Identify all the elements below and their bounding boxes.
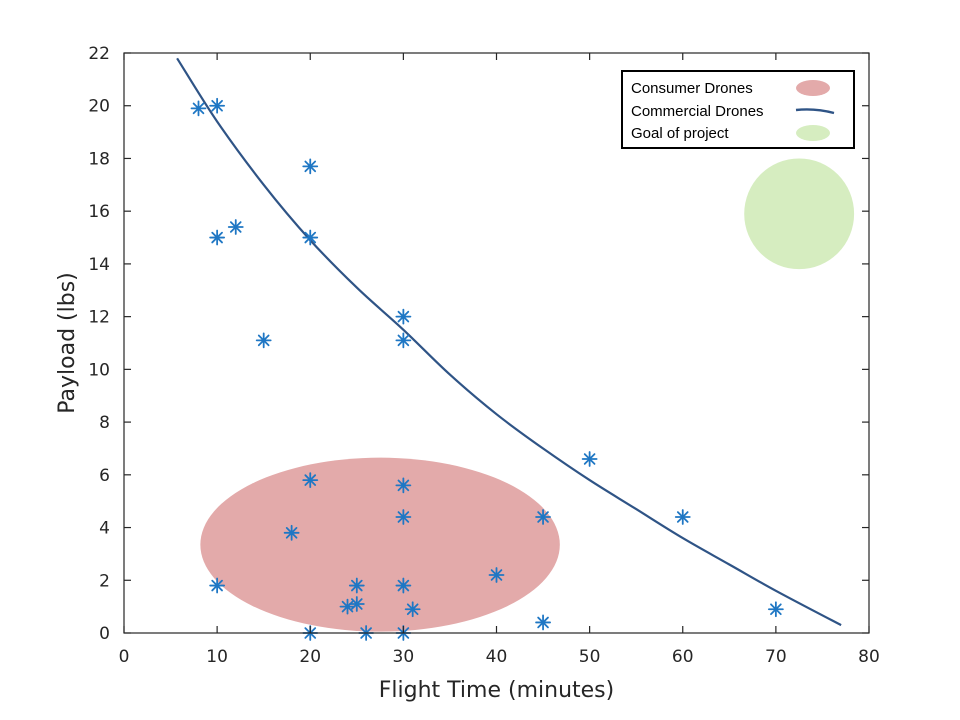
- data-point-16: [395, 477, 412, 494]
- y-tick-label: 14: [88, 255, 110, 275]
- x-tick-label: 50: [579, 647, 601, 667]
- x-axis-title: Flight Time (minutes): [379, 678, 614, 703]
- x-tick-label: 40: [486, 647, 508, 667]
- data-point-20: [404, 601, 421, 618]
- data-point-2: [209, 97, 226, 114]
- x-tick-label: 30: [393, 647, 415, 667]
- x-tick-label: 20: [299, 647, 321, 667]
- y-tick-label: 12: [88, 308, 110, 328]
- x-tick-label: 60: [672, 647, 694, 667]
- y-tick-label: 18: [88, 149, 110, 169]
- y-tick-label: 10: [88, 360, 110, 380]
- x-tick-label: 70: [765, 647, 787, 667]
- y-tick-label: 6: [99, 466, 110, 486]
- data-point-3: [302, 158, 319, 175]
- data-point-18: [395, 577, 412, 594]
- data-point-15: [488, 567, 505, 583]
- legend-label-goal-of-project: Goal of project: [631, 125, 729, 142]
- data-point-17: [395, 509, 412, 525]
- legend-label-commercial-drones: Commercial Drones: [631, 103, 764, 120]
- data-point-26: [283, 524, 300, 541]
- data-point-10: [581, 451, 598, 467]
- data-point-23: [348, 596, 365, 612]
- y-tick-label: 2: [99, 571, 110, 591]
- data-point-7: [255, 332, 272, 349]
- data-point-6: [302, 229, 319, 246]
- data-point-5: [227, 219, 244, 235]
- data-point-1: [190, 100, 207, 117]
- legend-swatch-consumer-drones: [796, 80, 830, 96]
- y-axis-title: Payload (lbs): [55, 272, 80, 414]
- trend-line-layer: [176, 57, 842, 627]
- commercial-drones-trend-line: [176, 57, 842, 627]
- legend-swatch-commercial-drones: [795, 108, 835, 115]
- data-point-8: [395, 308, 412, 325]
- y-tick-label: 0: [99, 624, 110, 644]
- legend-label-consumer-drones: Consumer Drones: [631, 80, 753, 97]
- data-point-14: [535, 614, 551, 631]
- y-tick-label: 4: [99, 519, 110, 539]
- data-point-22: [348, 577, 365, 594]
- data-point-25: [302, 472, 319, 488]
- data-point-11: [674, 509, 691, 525]
- data-point-28: [209, 577, 226, 594]
- region-consumer-drones: [200, 457, 560, 632]
- legend: Consumer Drones Commercial Drones Goal o…: [621, 70, 855, 149]
- y-tick-label: 8: [99, 413, 110, 433]
- y-tick-label: 16: [88, 202, 110, 222]
- data-point-13: [535, 509, 551, 525]
- region-goal-of-project: [744, 158, 855, 270]
- data-point-24: [339, 598, 356, 615]
- data-point-9: [395, 332, 412, 349]
- y-tick-label: 20: [88, 97, 110, 117]
- x-tick-label: 80: [858, 647, 880, 667]
- x-tick-label: 10: [206, 647, 228, 667]
- y-tick-label: 22: [88, 44, 110, 64]
- x-tick-label: 0: [119, 647, 130, 667]
- legend-swatch-goal-of-project: [796, 125, 830, 141]
- ticks-layer: 0 10 20 30 40 50 60 70 80 0 2 4 6 8 10 12 14 16 18 20 22: [88, 44, 879, 667]
- data-point-12: [767, 601, 784, 618]
- regions-layer: [200, 158, 855, 632]
- data-point-4: [209, 229, 226, 246]
